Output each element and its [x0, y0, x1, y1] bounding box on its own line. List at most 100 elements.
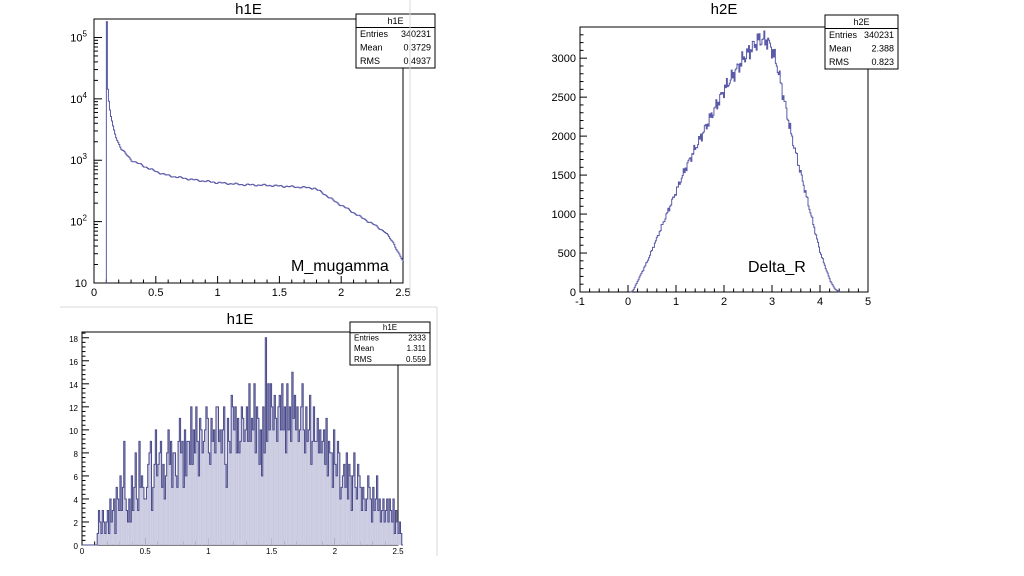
bar [186, 441, 189, 545]
stats-value: 2333 [408, 333, 426, 342]
bar [323, 429, 325, 545]
y-tick-label: 104 [70, 91, 87, 106]
bar [143, 498, 146, 545]
bar [290, 441, 292, 545]
stats-label: Entries [354, 333, 379, 342]
bar [280, 429, 282, 545]
x-tick-label: 1.5 [272, 287, 287, 299]
bar [113, 498, 115, 545]
y-tick-label: 4 [74, 496, 79, 505]
bar [176, 487, 179, 545]
bar [122, 487, 124, 545]
stats-label: RMS [360, 56, 380, 66]
y-tick-label: 102 [70, 214, 87, 229]
bar [98, 510, 100, 545]
bar [133, 487, 136, 545]
bar [155, 429, 157, 545]
stats-name: h2E [853, 17, 869, 27]
bar [189, 464, 191, 545]
bar [140, 487, 142, 545]
bar [214, 452, 216, 545]
bar [285, 452, 287, 545]
bar [362, 487, 364, 545]
bar [337, 441, 339, 545]
bar [102, 510, 104, 545]
bar [332, 487, 334, 545]
bar [154, 464, 156, 545]
bar [261, 475, 263, 545]
bar [218, 441, 220, 545]
bar [344, 487, 347, 545]
chart-annotation: M_mugamma [291, 258, 389, 275]
y-tick-label: 10 [75, 278, 87, 290]
bar [398, 533, 400, 545]
bar [325, 418, 328, 545]
bar [376, 475, 378, 545]
bar [303, 429, 305, 545]
bar [136, 498, 138, 545]
x-tick-label: 0.5 [140, 547, 152, 556]
bar [331, 452, 333, 545]
stats-label: RMS [829, 57, 849, 67]
bar [147, 464, 149, 545]
bar [324, 464, 326, 545]
bar [375, 498, 377, 545]
bar [309, 395, 311, 545]
bar [142, 487, 144, 545]
x-tick-label: 4 [817, 296, 823, 308]
bar [336, 475, 338, 545]
bar [346, 452, 348, 545]
chart-3: h1E 0 0.5 1 1.5 2 2.5 0 2 4 6 8 10 12 14 16 18 h1E Entries… [69, 311, 431, 556]
bar [251, 418, 253, 545]
stats-value: 0.3729 [403, 43, 431, 53]
bar [100, 533, 103, 545]
bar [131, 475, 133, 545]
chart-1: h1E 0 0.5 1 1.5 2 2.5 10 102 103 104 105 h1E Entries 3… [70, 1, 436, 299]
bar [271, 406, 273, 545]
bar [236, 452, 238, 545]
bar [124, 498, 127, 545]
stats-label: Mean [829, 44, 852, 54]
chart-2: h2E-1 0 1 2 3 4 5050010001500200025003000h2EEn… [552, 1, 899, 308]
x-tick-label: 2 [333, 547, 338, 556]
bar [286, 383, 289, 545]
bar [363, 498, 366, 545]
bar [390, 510, 392, 545]
series-line [630, 30, 840, 293]
x-tick-label: 3 [769, 296, 775, 308]
stats-label: RMS [354, 355, 372, 364]
bar [156, 475, 158, 545]
bar [318, 452, 320, 545]
bar [232, 406, 234, 545]
bar [181, 441, 184, 545]
bar [219, 429, 222, 545]
bar [394, 533, 396, 545]
stats-value: 0.4937 [403, 56, 431, 66]
bar [145, 498, 147, 545]
y-tick-label: 12 [69, 404, 78, 413]
x-tick-label: 0.5 [148, 287, 163, 299]
chart-title: h1E [227, 311, 254, 328]
bar [150, 441, 152, 545]
bar [104, 533, 107, 545]
bar [267, 383, 270, 545]
bar [248, 383, 251, 545]
bar [253, 383, 256, 545]
bar [166, 452, 168, 545]
bar [368, 487, 371, 545]
bar [281, 383, 283, 545]
bar [384, 521, 386, 545]
bar [221, 452, 223, 545]
bar [284, 406, 286, 545]
bar [178, 441, 180, 545]
chart-annotation: Delta_R [748, 259, 806, 276]
bar [162, 464, 165, 545]
bar [242, 418, 244, 545]
y-tick-label: 6 [74, 473, 79, 482]
bar [171, 487, 173, 545]
bar [197, 441, 199, 545]
bar [328, 441, 330, 545]
y-tick-label: 500 [558, 248, 576, 260]
bar [361, 510, 363, 545]
bar [291, 372, 294, 545]
